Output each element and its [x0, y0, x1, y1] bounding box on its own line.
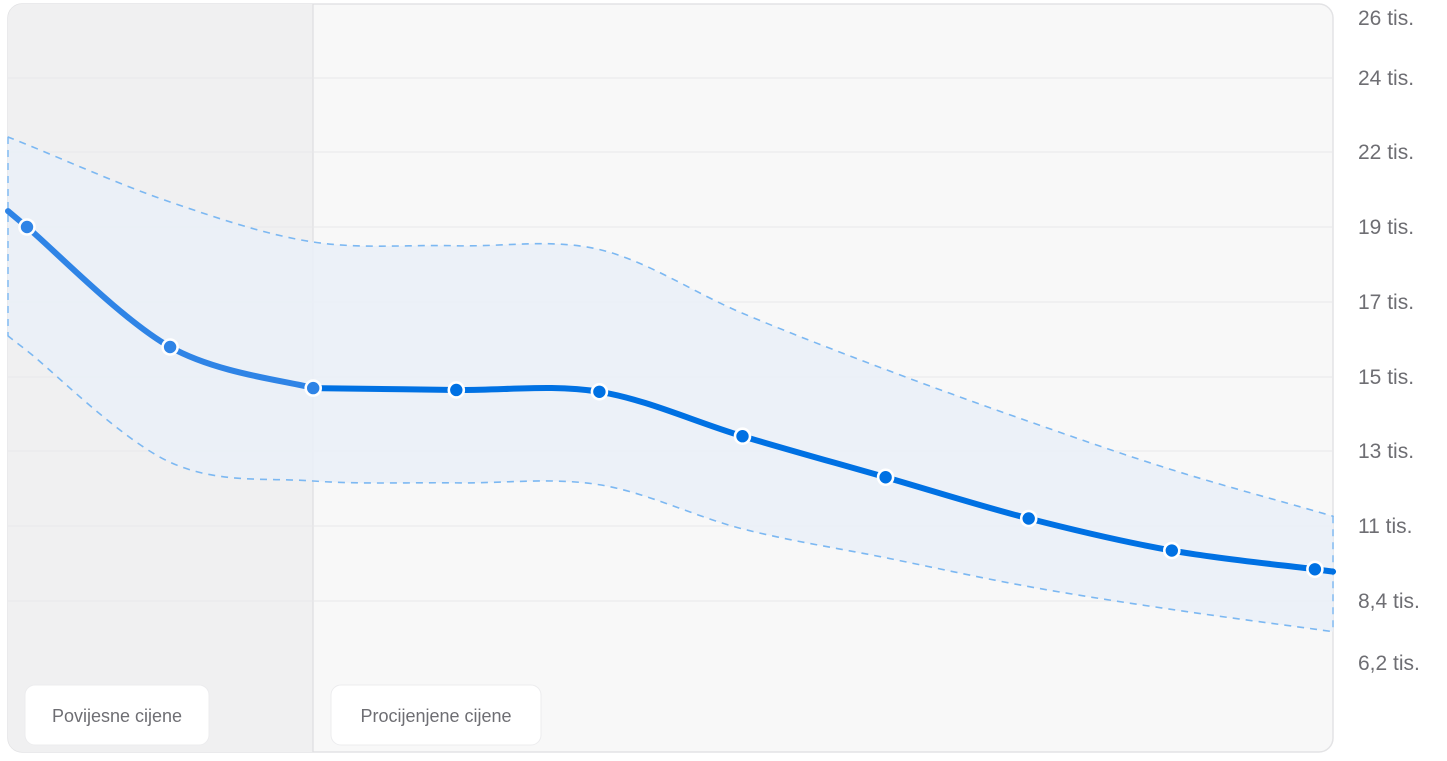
- estimated-legend-label: Procijenjene cijene: [360, 706, 511, 726]
- estimated-price-line: [310, 384, 1337, 575]
- y-tick-label: 22 tis.: [1358, 141, 1414, 164]
- estimated-price-point: [1019, 509, 1038, 528]
- historical-price-point: [304, 379, 323, 397]
- estimated-price-point: [733, 427, 752, 446]
- historical-legend-label: Povijesne cijene: [52, 706, 182, 726]
- lower-bound-line: [7, 335, 1334, 633]
- historical-price-point: [161, 338, 179, 356]
- y-tick-label: 11 tis.: [1358, 515, 1412, 538]
- y-tick-label: 13 tis.: [1358, 440, 1414, 463]
- y-tick-label: 17 tis.: [1358, 291, 1414, 314]
- y-tick-label: 24 tis.: [1358, 67, 1414, 90]
- y-tick-label: 15 tis.: [1358, 366, 1414, 389]
- estimated-price-point: [590, 382, 609, 401]
- confidence-band: [8, 136, 1333, 632]
- historical-price-point: [18, 218, 36, 236]
- historical-price-line: [5, 208, 317, 392]
- y-tick-label: 26 tis.: [1358, 7, 1414, 30]
- historical-legend-pill: [24, 684, 210, 746]
- estimated-price-point: [1306, 560, 1324, 579]
- y-tick-label: 6,2 tis.: [1358, 652, 1420, 675]
- y-tick-label: 8,4 tis.: [1358, 590, 1420, 613]
- upper-bound-line: [7, 136, 1334, 518]
- estimated-legend-pill: [330, 684, 542, 746]
- y-tick-label: 19 tis.: [1358, 216, 1414, 239]
- estimated-price-point: [1163, 541, 1181, 560]
- estimated-price-point: [447, 381, 466, 399]
- estimated-price-point: [876, 468, 895, 487]
